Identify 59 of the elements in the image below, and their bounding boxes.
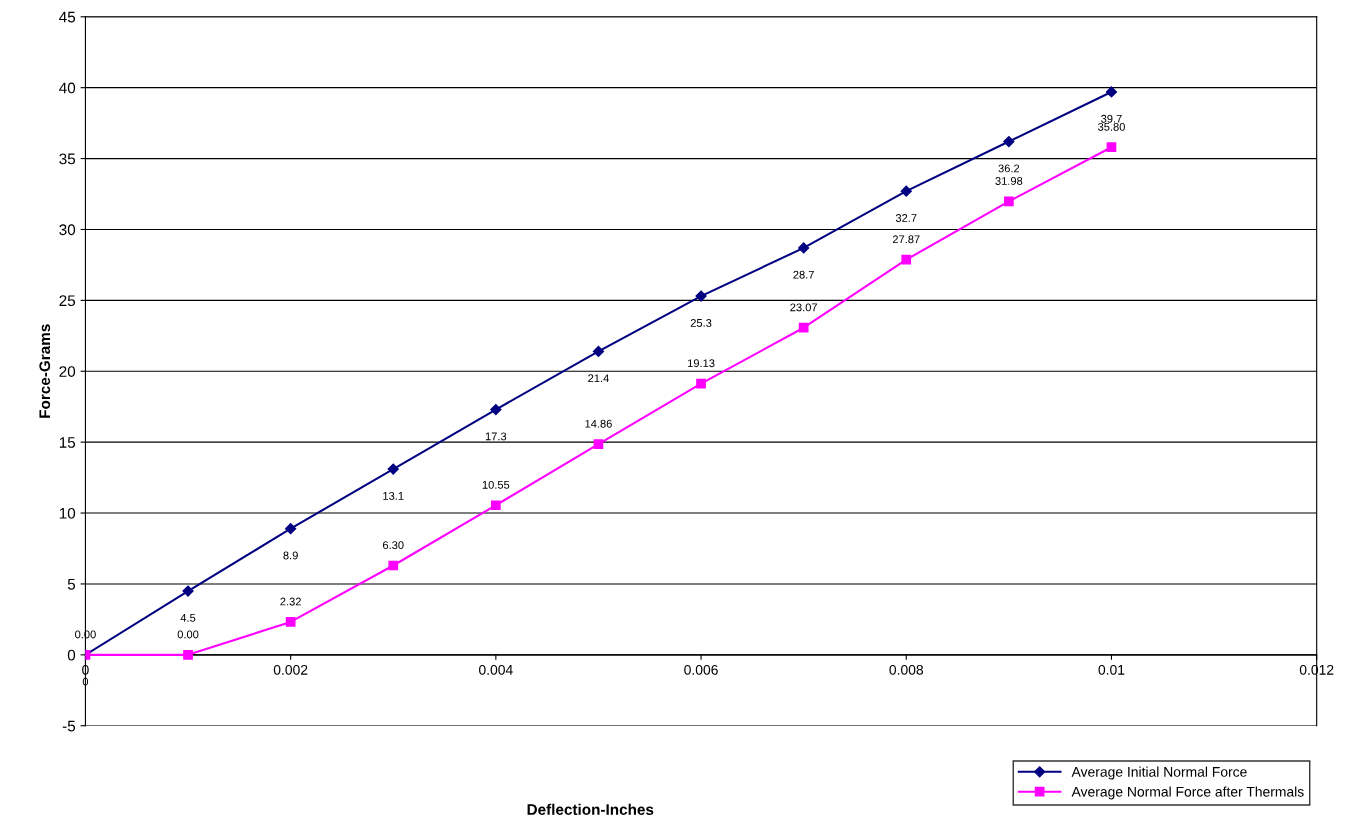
- point: [696, 378, 706, 389]
- y-tick-label: 30: [59, 224, 76, 236]
- data-label: 35.80: [1097, 122, 1125, 131]
- legend-label: Average Normal Force after Thermals: [1071, 786, 1304, 800]
- data-label: 19.13: [688, 359, 715, 368]
- point: [183, 649, 193, 660]
- point: [490, 403, 502, 416]
- point: [798, 242, 810, 254]
- point: [900, 185, 912, 197]
- x-tick-label: 0.008: [889, 664, 924, 675]
- data-label: 21.4: [588, 374, 609, 383]
- data-label: 36.2: [998, 164, 1020, 173]
- y-tick-label: 45: [59, 11, 76, 23]
- data-label: 2.32: [280, 597, 301, 606]
- point: [387, 463, 399, 475]
- y-tick-label: 40: [59, 82, 76, 94]
- x-tick-label: 0.002: [273, 664, 308, 675]
- data-label: 32.7: [895, 214, 917, 222]
- y-tick-label: 25: [59, 295, 76, 307]
- point: [285, 523, 297, 535]
- point: [285, 617, 296, 627]
- data-label: 23.07: [790, 303, 817, 312]
- point: [593, 439, 604, 449]
- data-label: 4.5: [180, 614, 196, 622]
- x-tick-label: 0.006: [684, 664, 718, 675]
- y-tick-label: 5: [67, 578, 76, 590]
- data-label: 8.9: [283, 551, 298, 560]
- point: [1105, 86, 1118, 98]
- data-label: 27.87: [892, 235, 920, 244]
- point: [1003, 135, 1015, 148]
- point: [1106, 142, 1117, 153]
- y-tick-label: 35: [59, 153, 76, 165]
- point: [490, 500, 501, 511]
- point: [592, 345, 605, 358]
- data-label: 14.86: [585, 419, 612, 428]
- y-axis-title: Force-Grams: [39, 324, 51, 418]
- y-tick-label: 10: [59, 507, 76, 519]
- point: [388, 560, 399, 571]
- y-tick-label: 20: [59, 366, 76, 377]
- y-tick-label: 0: [67, 649, 76, 661]
- legend-label: Average Initial Normal Force: [1071, 766, 1247, 780]
- data-label: 13.1: [383, 491, 404, 500]
- data-label: 0.00: [177, 630, 199, 639]
- point: [695, 290, 707, 302]
- data-label: 6.30: [382, 541, 404, 550]
- y-tick-label: 15: [59, 437, 76, 448]
- data-label: 10.55: [482, 480, 510, 489]
- x-tick-label: 0.004: [479, 664, 513, 675]
- point: [1004, 196, 1014, 207]
- point: [901, 254, 912, 265]
- point: [798, 322, 809, 333]
- y-tick-label: -5: [62, 720, 76, 732]
- x-axis-title: Deflection-Inches: [527, 803, 654, 815]
- data-label: 17.3: [485, 432, 507, 441]
- x-tick-label: 0.01: [1098, 664, 1125, 675]
- data-label: 25.3: [690, 319, 712, 327]
- data-label: 28.7: [793, 270, 814, 279]
- data-label: 39.7: [1101, 114, 1122, 123]
- data-label: 31.98: [995, 177, 1023, 185]
